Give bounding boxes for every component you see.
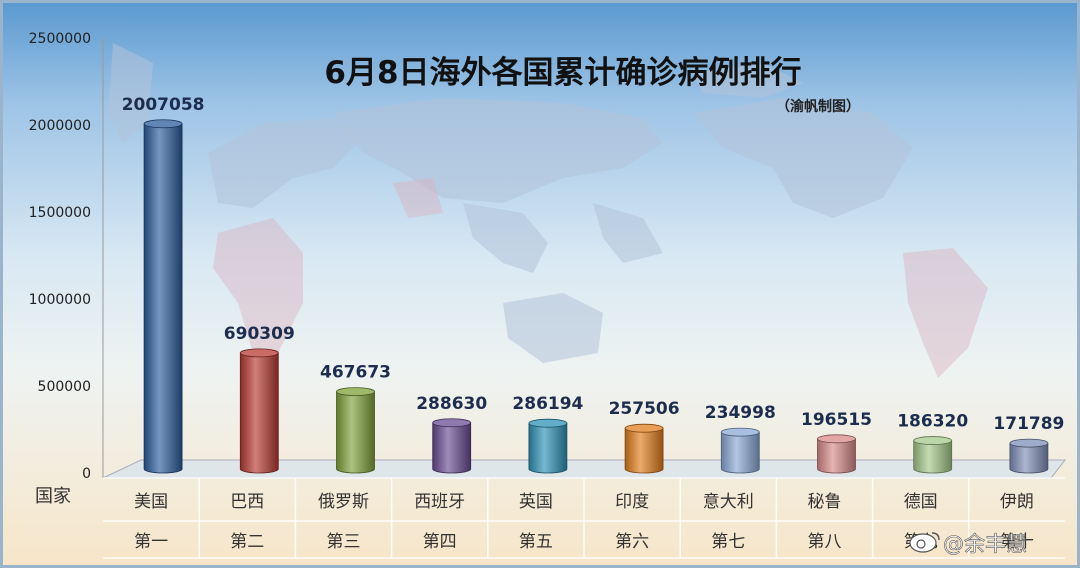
chart-title: 6月8日海外各国累计确诊病例排行 [324, 55, 801, 91]
category-name: 印度 [615, 492, 649, 512]
watermark-text: @余丰慧 [943, 532, 1027, 556]
weibo-logo-icon [909, 532, 940, 553]
bar [528, 418, 568, 474]
y-tick-label: 2500000 [29, 31, 91, 47]
bar [432, 418, 472, 474]
category-rank: 第七 [711, 532, 745, 552]
y-tick-label: 2000000 [29, 118, 91, 134]
bar-chart: 6月8日海外各国累计确诊病例排行 （渝帆制图） 国家 0 500000 100000… [29, 31, 1067, 559]
bar [817, 434, 856, 474]
bar-value-label: 2007058 [122, 95, 205, 115]
bar [143, 119, 183, 474]
bar [1009, 438, 1049, 474]
category-rank: 第二 [230, 532, 264, 552]
bar-value-label: 186320 [897, 412, 968, 432]
bar-value-label: 690309 [224, 324, 295, 344]
category-rank: 第六 [615, 532, 649, 552]
category-name: 秘鲁 [808, 492, 842, 512]
category-name: 德国 [904, 492, 938, 512]
bar [239, 348, 279, 474]
category-name: 伊朗 [1000, 492, 1034, 512]
bar [913, 436, 953, 474]
category-rank: 第十 [1000, 532, 1034, 552]
category-name: 巴西 [230, 492, 264, 512]
world-map-background [108, 43, 988, 378]
x-axis-name: 国家 [35, 486, 71, 507]
bar-value-label: 234998 [705, 403, 776, 423]
bars: 2007058 690309 467673 288630 286194 257506 234… [122, 95, 1064, 474]
bar-value-label: 171789 [993, 414, 1064, 434]
category-name: 西班牙 [414, 492, 465, 512]
bar-value-label: 257506 [609, 399, 680, 419]
y-tick-label: 500000 [38, 379, 91, 395]
bar-value-label: 286194 [512, 394, 583, 414]
category-name: 英国 [519, 492, 553, 512]
watermark: @余丰慧 [909, 532, 1027, 556]
category-rank: 第一 [134, 532, 168, 552]
category-rank: 第五 [519, 532, 553, 552]
category-name: 意大利 [703, 492, 754, 512]
category-rank: 第八 [808, 532, 842, 552]
bar [336, 387, 375, 474]
category-name: 俄罗斯 [318, 492, 369, 512]
bar-value-label: 467673 [320, 363, 391, 383]
y-ticks: 0 500000 1000000 1500000 2000000 2500000 [29, 31, 91, 482]
category-rank: 第四 [423, 532, 457, 552]
y-tick-label: 0 [82, 466, 91, 482]
bar-value-label: 196515 [801, 410, 872, 430]
bar [624, 423, 664, 474]
y-tick-label: 1500000 [29, 205, 91, 221]
category-rank: 第三 [327, 532, 361, 552]
category-labels: 美国第一巴西第二俄罗斯第三西班牙第四英国第五印度第六意大利第七秘鲁第八德国第九伊… [134, 478, 1034, 558]
chart-subtitle: （渝帆制图） [776, 98, 860, 115]
category-name: 美国 [134, 492, 168, 512]
bar-value-label: 288630 [416, 394, 487, 414]
y-tick-label: 1000000 [29, 292, 91, 308]
bar [720, 427, 760, 474]
